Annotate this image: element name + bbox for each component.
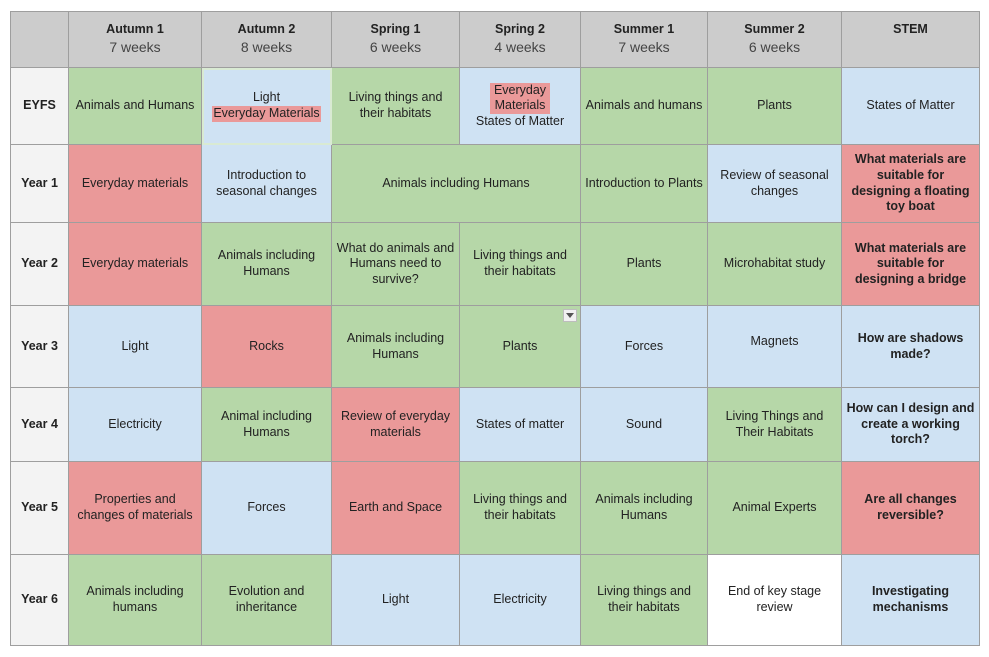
table-cell[interactable]: Animals including humans <box>68 554 202 646</box>
table-cell[interactable]: Light <box>331 554 460 646</box>
term-header-autumn-1[interactable]: Autumn 1 7 weeks <box>68 11 202 68</box>
cell-text: Plants <box>502 338 538 353</box>
table-cell[interactable]: What materials are suitable for designin… <box>841 222 980 306</box>
term-header-spring-2[interactable]: Spring 2 4 weeks <box>459 11 581 68</box>
table-row: EYFS Animals and Humans Light Everyday Ma… <box>10 67 980 145</box>
table-cell[interactable]: Earth and Space <box>331 461 460 555</box>
row-header-year-6[interactable]: Year 6 <box>10 554 69 646</box>
row-header-year-3[interactable]: Year 3 <box>10 305 69 388</box>
table-cell[interactable]: States of matter <box>459 387 581 462</box>
table-cell[interactable]: Investigating mechanisms <box>841 554 980 646</box>
table-cell[interactable]: Plants <box>459 305 581 388</box>
table-cell[interactable]: Everyday Materials States of Matter <box>459 67 581 145</box>
table-cell[interactable]: What materials are suitable for designin… <box>841 144 980 223</box>
term-name: Autumn 2 <box>237 22 296 37</box>
row-header-year-5[interactable]: Year 5 <box>10 461 69 555</box>
table-cell[interactable]: Introduction to seasonal changes <box>201 144 332 223</box>
table-cell[interactable]: Electricity <box>68 387 202 462</box>
table-cell[interactable]: Rocks <box>201 305 332 388</box>
curriculum-table: Autumn 1 7 weeks Autumn 2 8 weeks Spring 1… <box>10 11 980 646</box>
table-row: Year 5 Properties and changes of materia… <box>10 461 980 555</box>
table-row: Year 6 Animals including humans Evolutio… <box>10 554 980 646</box>
table-cell[interactable]: Introduction to Plants <box>580 144 708 223</box>
table-cell[interactable]: Living things and their habitats <box>580 554 708 646</box>
table-cell[interactable]: Animals and humans <box>580 67 708 145</box>
term-header-summer-2[interactable]: Summer 2 6 weeks <box>707 11 842 68</box>
table-cell[interactable]: How can I design and create a working to… <box>841 387 980 462</box>
term-weeks: 7 weeks <box>109 39 161 56</box>
term-header-spring-1[interactable]: Spring 1 6 weeks <box>331 11 460 68</box>
table-cell[interactable]: Animals including Humans <box>580 461 708 555</box>
table-cell[interactable]: Properties and changes of materials <box>68 461 202 555</box>
term-name: Summer 1 <box>613 22 675 37</box>
term-weeks: 7 weeks <box>618 39 670 56</box>
table-cell[interactable]: Animal including Humans <box>201 387 332 462</box>
cell-line: Light <box>252 90 281 105</box>
highlighted-text: Everyday Materials <box>490 82 550 114</box>
table-cell[interactable]: Everyday materials <box>68 222 202 306</box>
term-name: Spring 1 <box>370 22 421 37</box>
cell-line: States of Matter <box>475 113 565 128</box>
table-cell[interactable]: End of key stage review <box>707 554 842 646</box>
table-cell[interactable]: Magnets <box>707 305 842 388</box>
table-cell[interactable]: Forces <box>580 305 708 388</box>
table-cell[interactable]: Living Things and Their Habitats <box>707 387 842 462</box>
table-cell[interactable]: Living things and their habitats <box>459 461 581 555</box>
table-cell[interactable]: Electricity <box>459 554 581 646</box>
table-cell[interactable]: Plants <box>707 67 842 145</box>
term-header-autumn-2[interactable]: Autumn 2 8 weeks <box>201 11 332 68</box>
table-cell[interactable]: How are shadows made? <box>841 305 980 388</box>
table-cell[interactable]: Light <box>68 305 202 388</box>
header-row: Autumn 1 7 weeks Autumn 2 8 weeks Spring 1… <box>10 11 980 68</box>
table-cell[interactable]: What do animals and Humans need to survi… <box>331 222 460 306</box>
table-cell[interactable]: Animals including Humans <box>201 222 332 306</box>
table-cell[interactable]: Sound <box>580 387 708 462</box>
table-cell[interactable]: Microhabitat study <box>707 222 842 306</box>
highlighted-text: Everyday Materials <box>212 106 321 122</box>
term-name: Summer 2 <box>744 22 805 37</box>
row-header-eyfs[interactable]: EYFS <box>10 67 69 145</box>
row-header-year-1[interactable]: Year 1 <box>10 144 69 223</box>
table-cell[interactable]: Are all changes reversible? <box>841 461 980 555</box>
table-row: Year 2 Everyday materials Animals includ… <box>10 222 980 306</box>
row-header-year-4[interactable]: Year 4 <box>10 387 69 462</box>
table-cell[interactable]: Evolution and inheritance <box>201 554 332 646</box>
table-row: Year 1 Everyday materials Introduction t… <box>10 144 980 223</box>
table-cell[interactable]: Plants <box>580 222 708 306</box>
term-weeks: 4 weeks <box>494 39 546 56</box>
table-cell[interactable]: Living things and their habitats <box>331 67 460 145</box>
term-header-summer-1[interactable]: Summer 1 7 weeks <box>580 11 708 68</box>
table-cell[interactable]: Review of everyday materials <box>331 387 460 462</box>
term-weeks: 6 weeks <box>748 39 801 56</box>
table-cell[interactable]: Everyday materials <box>68 144 202 223</box>
table-cell[interactable]: Animals including Humans <box>331 305 460 388</box>
table-cell[interactable]: Animal Experts <box>707 461 842 555</box>
table-cell[interactable]: Living things and their habitats <box>459 222 581 306</box>
table-row: Year 3 Light Rocks Animals including Hum… <box>10 305 980 388</box>
table-row: Year 4 Electricity Animal including Huma… <box>10 387 980 462</box>
table-cell[interactable]: Review of seasonal changes <box>707 144 842 223</box>
term-weeks: 8 weeks <box>240 39 293 56</box>
table-cell[interactable]: Light Everyday Materials <box>201 67 332 145</box>
term-name: Autumn 1 <box>106 22 164 37</box>
corner-cell[interactable] <box>10 11 69 68</box>
table-cell[interactable]: States of Matter <box>841 67 980 145</box>
term-weeks: 6 weeks <box>369 39 422 56</box>
term-header-stem[interactable]: STEM <box>841 11 980 68</box>
row-header-year-2[interactable]: Year 2 <box>10 222 69 306</box>
table-cell[interactable]: Animals and Humans <box>68 67 202 145</box>
table-cell[interactable]: Animals including Humans <box>331 144 581 223</box>
table-cell[interactable]: Forces <box>201 461 332 555</box>
dropdown-arrow-icon[interactable] <box>563 309 577 322</box>
term-name: Spring 2 <box>494 22 545 37</box>
term-name: STEM <box>893 22 928 36</box>
